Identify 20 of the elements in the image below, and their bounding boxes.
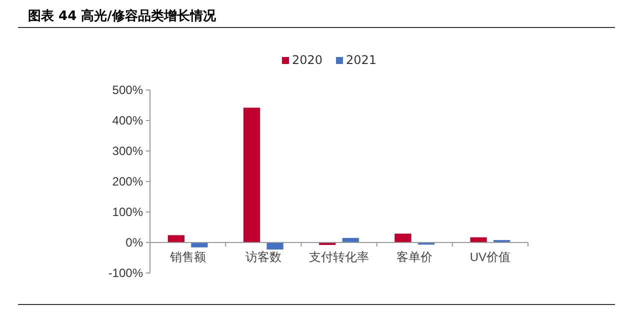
- x-tick-label: 销售额: [168, 250, 206, 264]
- chart-title: 图表 44 高光/修容品类增长情况: [28, 8, 217, 24]
- bar: [243, 108, 260, 242]
- x-tick-label: UV价值: [470, 250, 511, 264]
- y-tick-label: 200%: [112, 174, 144, 188]
- x-tick-label: 客单价: [396, 250, 433, 264]
- x-tick-label: 访客数: [245, 250, 282, 264]
- y-tick-label: 100%: [112, 204, 144, 219]
- y-tick-label: 400%: [112, 113, 144, 128]
- legend-label: 2020: [292, 53, 323, 67]
- x-tick-label: 支付转化率: [309, 250, 369, 264]
- bar: [168, 235, 184, 242]
- y-tick-label: -100%: [108, 266, 144, 280]
- bar: [266, 242, 284, 250]
- y-tick-label: 0%: [126, 235, 144, 250]
- y-tick-label: 500%: [112, 82, 144, 97]
- y-tick-label: 300%: [112, 144, 144, 158]
- bar: [191, 242, 208, 248]
- legend-label: 2021: [346, 53, 377, 67]
- bar: [394, 234, 412, 242]
